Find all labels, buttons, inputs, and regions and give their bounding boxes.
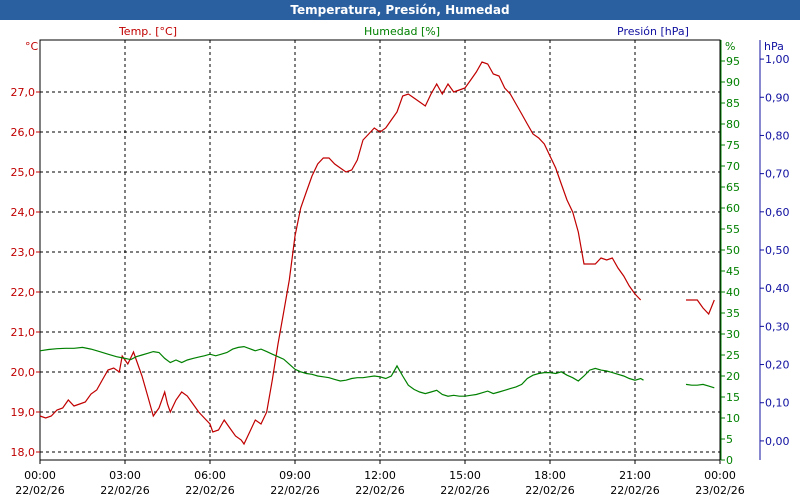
pressure-tick-label: 0,30 [765, 320, 790, 333]
pressure-tick-label: 0,80 [765, 129, 790, 142]
humidity-tick-label: 5 [726, 433, 733, 446]
pressure-tick-label: 0,70 [765, 168, 790, 181]
pressure-tick-label: 0,50 [765, 244, 790, 257]
humidity-tick-label: 35 [726, 307, 740, 320]
humidity-tick-label: 40 [726, 286, 740, 299]
temp-tick-label: 26,0 [11, 126, 36, 139]
x-tick-date: 22/02/26 [185, 484, 234, 497]
pressure-tick-label: 0,00 [765, 435, 790, 448]
humidity-tick-label: 95 [726, 55, 740, 68]
chart-title: Temperatura, Presión, Humedad [0, 0, 800, 20]
temp-tick-label: 23,0 [11, 246, 36, 259]
temp-tick-label: 21,0 [11, 326, 36, 339]
temp-tick-label: 27,0 [11, 86, 36, 99]
pressure-tick-label: 0,20 [765, 359, 790, 372]
humidity-unit-label: % [725, 40, 735, 53]
pressure-tick-label: 0,90 [765, 91, 790, 104]
x-tick-time: 18:00 [534, 469, 566, 482]
pressure-unit-label: hPa [764, 40, 784, 53]
temp-tick-label: 25,0 [11, 166, 36, 179]
humidity-tick-label: 55 [726, 223, 740, 236]
x-tick-time: 15:00 [449, 469, 481, 482]
temp-unit-label: °C [25, 40, 39, 53]
humidity-series-line [39, 345, 644, 397]
pressure-tick-label: 0,40 [765, 282, 790, 295]
pressure-tick-label: 0,60 [765, 206, 790, 219]
x-tick-date: 22/02/26 [100, 484, 149, 497]
x-tick-time: 00:00 [704, 469, 736, 482]
temperature-series-line [686, 299, 715, 316]
temp-tick-label: 19,0 [11, 406, 36, 419]
humidity-tick-label: 80 [726, 118, 740, 131]
humidity-tick-label: 90 [726, 76, 740, 89]
x-tick-time: 21:00 [619, 469, 651, 482]
humidity-tick-label: 0 [726, 454, 733, 467]
x-tick-date: 22/02/26 [15, 484, 64, 497]
humidity-tick-label: 70 [726, 160, 740, 173]
temp-tick-label: 18,0 [11, 446, 36, 459]
x-tick-date: 23/02/26 [695, 484, 744, 497]
x-tick-date: 22/02/26 [610, 484, 659, 497]
humidity-tick-label: 50 [726, 244, 740, 257]
x-tick-date: 22/02/26 [270, 484, 319, 497]
x-tick-date: 22/02/26 [440, 484, 489, 497]
x-tick-time: 00:00 [24, 469, 56, 482]
humidity-tick-label: 20 [726, 370, 740, 383]
x-tick-time: 09:00 [279, 469, 311, 482]
x-tick-date: 22/02/26 [525, 484, 574, 497]
humidity-tick-label: 30 [726, 328, 740, 341]
x-tick-time: 12:00 [364, 469, 396, 482]
temp-tick-label: 22,0 [11, 286, 36, 299]
humidity-tick-label: 65 [726, 181, 740, 194]
pressure-tick-label: 0,10 [765, 397, 790, 410]
legend-temp: Temp. [°C] [118, 25, 177, 38]
temp-tick-label: 24,0 [11, 206, 36, 219]
temperature-series-line [39, 61, 642, 446]
humidity-tick-label: 75 [726, 139, 740, 152]
humidity-tick-label: 60 [726, 202, 740, 215]
legend-pressure: Presión [hPa] [617, 25, 689, 38]
humidity-tick-label: 25 [726, 349, 740, 362]
x-tick-time: 03:00 [109, 469, 141, 482]
temp-tick-label: 20,0 [11, 366, 36, 379]
pressure-tick-label: 1,00 [765, 53, 790, 66]
legend-humidity: Humedad [%] [364, 25, 440, 38]
humidity-tick-label: 15 [726, 391, 740, 404]
humidity-tick-label: 10 [726, 412, 740, 425]
humidity-tick-label: 85 [726, 97, 740, 110]
x-tick-date: 22/02/26 [355, 484, 404, 497]
humidity-series-line [685, 383, 715, 389]
x-tick-time: 06:00 [194, 469, 226, 482]
humidity-tick-label: 45 [726, 265, 740, 278]
